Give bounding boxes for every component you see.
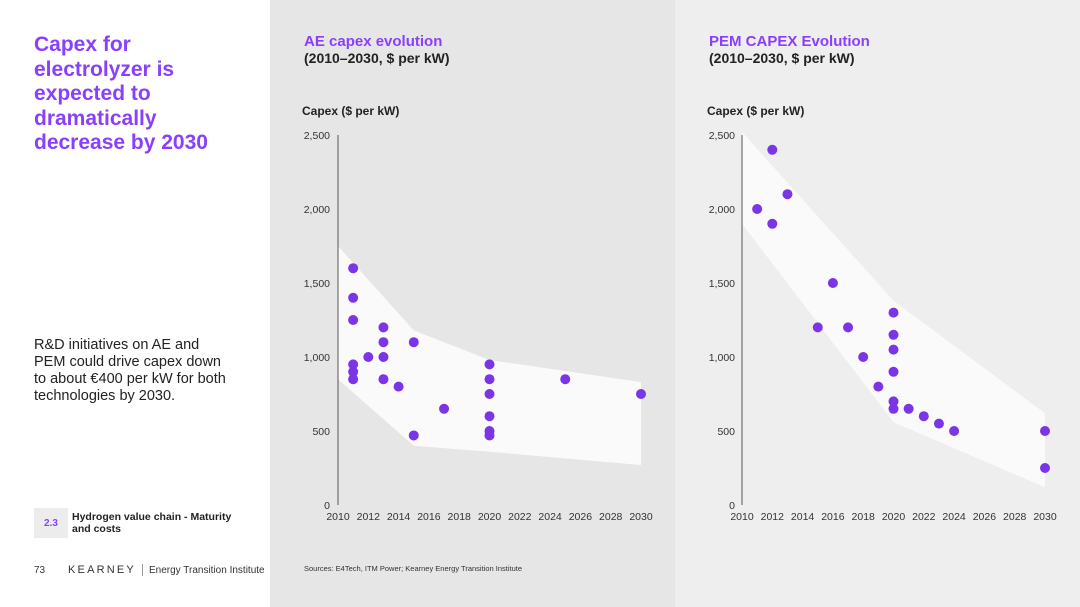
ae-y-tick-label: 2,500	[304, 130, 330, 142]
footer: 73 KEARNEY Energy Transition Institute	[34, 563, 265, 577]
ae-data-point	[348, 359, 359, 370]
pem-y-tick-label: 500	[717, 426, 735, 438]
ae-data-point	[348, 315, 359, 325]
pem-x-tick-label: 2026	[973, 511, 997, 523]
pem-y-tick-label: 2,500	[709, 130, 735, 142]
pem-data-point	[843, 322, 854, 333]
ae-uncertainty-band	[338, 246, 641, 466]
ae-data-point	[378, 322, 389, 333]
ae-data-point	[348, 292, 359, 303]
pem-x-tick-label: 2028	[1003, 511, 1027, 523]
pem-data-point	[767, 218, 778, 229]
ae-y-tick-label: 500	[312, 426, 330, 438]
pem-chart-title: PEM CAPEX Evolution	[709, 33, 870, 50]
section-label[interactable]: Hydrogen value chain - Maturity and cost…	[72, 511, 232, 535]
ae-data-point	[348, 263, 359, 274]
pem-y-tick-label: 0	[729, 500, 735, 512]
ae-x-tick-label: 2018	[448, 511, 472, 523]
ae-data-point	[378, 352, 389, 362]
ae-data-point	[378, 374, 389, 385]
ae-data-point	[484, 359, 495, 370]
ae-chart-subtitle: (2010–2030, $ per kW)	[304, 50, 450, 66]
section-number-badge[interactable]: 2.3	[34, 508, 68, 538]
ae-y-tick-label: 1,000	[304, 352, 330, 364]
page-headline: Capex for electrolyzer is expected to dr…	[34, 33, 208, 154]
pem-data-point	[858, 352, 869, 362]
pem-data-point	[888, 307, 899, 318]
pem-data-point	[949, 426, 960, 436]
ae-x-tick-label: 2030	[629, 511, 653, 523]
ae-x-tick-label: 2022	[508, 511, 532, 523]
ae-x-tick-label: 2014	[387, 511, 411, 523]
pem-x-tick-label: 2018	[852, 511, 876, 523]
brand-subtitle: Energy Transition Institute	[148, 564, 265, 576]
ae-data-point	[484, 389, 495, 399]
ae-y-tick-label: 0	[324, 500, 330, 512]
pem-y-tick-label: 1,000	[709, 352, 735, 364]
pem-x-tick-label: 2020	[882, 511, 906, 523]
brand-logo: KEARNEY	[68, 564, 136, 576]
ae-data-point	[378, 337, 389, 348]
ae-x-tick-label: 2016	[417, 511, 441, 523]
pem-x-tick-label: 2022	[912, 511, 936, 523]
ae-data-point	[408, 430, 419, 441]
ae-y-axis-title: Capex ($ per kW)	[302, 104, 399, 118]
pem-data-point	[888, 344, 899, 355]
pem-data-point	[873, 381, 884, 392]
ae-data-point	[348, 366, 359, 377]
pem-data-point	[1040, 463, 1050, 473]
pem-x-tick-label: 2016	[821, 511, 845, 523]
ae-x-tick-label: 2010	[326, 511, 350, 523]
pem-y-tick-label: 1,500	[709, 278, 735, 290]
ae-chart-title: AE capex evolution	[304, 33, 443, 50]
pem-y-axis-title: Capex ($ per kW)	[707, 104, 804, 118]
ae-data-point	[484, 374, 495, 385]
ae-data-point	[363, 352, 374, 362]
ae-x-tick-label: 2026	[569, 511, 593, 523]
ae-data-point	[408, 337, 419, 348]
ae-data-point	[439, 403, 450, 414]
ae-data-point	[484, 411, 495, 422]
ae-y-tick-label: 1,500	[304, 278, 330, 290]
ae-data-point	[348, 374, 359, 385]
pem-x-tick-label: 2030	[1033, 511, 1057, 523]
ae-y-tick-label: 2,000	[304, 204, 330, 216]
pem-data-point	[888, 366, 899, 377]
pem-y-tick-label: 2,000	[709, 204, 735, 216]
ae-x-tick-label: 2012	[357, 511, 381, 523]
brand-divider	[141, 564, 143, 576]
pem-data-point	[888, 329, 899, 340]
page-number: 73	[34, 564, 46, 576]
pem-chart-subtitle: (2010–2030, $ per kW)	[709, 50, 855, 66]
pem-data-point	[812, 322, 823, 333]
sources-note: Sources: E4Tech, ITM Power; Kearney Ener…	[304, 564, 523, 573]
pem-data-point	[918, 411, 929, 422]
ae-x-tick-label: 2024	[538, 511, 562, 523]
ae-x-tick-label: 2028	[599, 511, 623, 523]
ae-x-tick-label: 2020	[478, 511, 502, 523]
pem-data-point	[782, 189, 793, 200]
pem-data-point	[827, 278, 838, 288]
pem-data-point	[888, 403, 899, 414]
left-panel	[0, 0, 270, 607]
body-text: R&D initiatives on AE and PEM could driv…	[34, 337, 226, 404]
pem-x-tick-label: 2012	[761, 511, 785, 523]
pem-data-point	[903, 403, 914, 414]
ae-data-point	[636, 389, 646, 399]
pem-data-point	[752, 204, 763, 214]
pem-x-tick-label: 2014	[791, 511, 815, 523]
ae-data-point	[560, 374, 571, 385]
pem-data-point	[888, 396, 899, 407]
ae-data-point	[484, 430, 495, 441]
pem-x-tick-label: 2024	[942, 511, 966, 523]
pem-data-point	[767, 144, 778, 155]
pem-data-point	[1040, 426, 1050, 436]
pem-x-tick-label: 2010	[730, 511, 754, 523]
pem-data-point	[933, 418, 944, 429]
ae-data-point	[393, 381, 404, 392]
